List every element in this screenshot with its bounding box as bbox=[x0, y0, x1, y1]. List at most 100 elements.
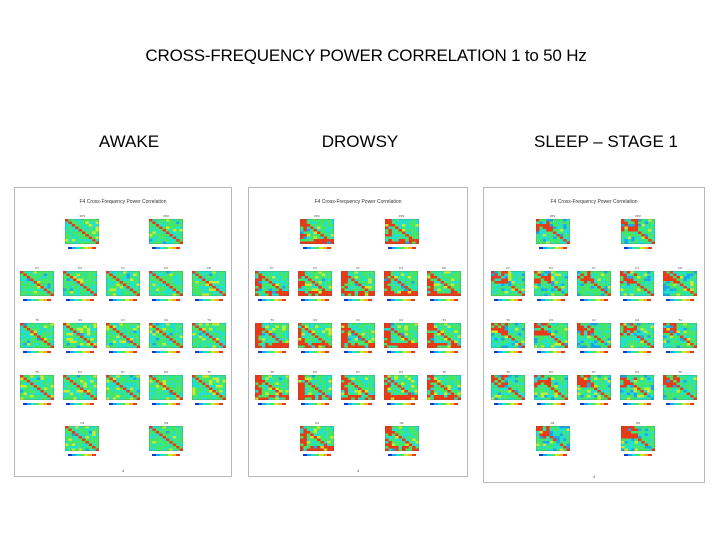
heatmap-cell bbox=[212, 293, 216, 296]
heatmap-cell bbox=[554, 273, 558, 277]
heatmap-cell bbox=[126, 330, 130, 334]
heatmap-cell bbox=[401, 241, 406, 244]
heatmap-cell bbox=[651, 234, 655, 237]
heatmap-cell bbox=[258, 278, 262, 282]
heatmap-cell bbox=[272, 281, 276, 284]
heatmap-cell bbox=[169, 239, 174, 242]
heatmap-cell bbox=[255, 397, 259, 400]
correlation-heatmap bbox=[255, 323, 289, 348]
heatmap-cell bbox=[384, 323, 388, 326]
heatmap-cell bbox=[116, 338, 120, 341]
heatmap-cell bbox=[686, 276, 691, 279]
heatmap-cell bbox=[547, 286, 552, 289]
heatmap-cell bbox=[268, 345, 273, 348]
heatmap-cell bbox=[261, 340, 266, 344]
heatmap-cell bbox=[159, 330, 163, 334]
colorbar-swatch bbox=[203, 351, 208, 353]
heatmap-cell bbox=[306, 438, 311, 442]
heatmap-cell bbox=[261, 382, 266, 386]
heatmap-cell bbox=[106, 390, 110, 393]
heatmap-cell bbox=[415, 431, 419, 434]
heatmap-cell bbox=[65, 234, 69, 237]
heatmap-cell bbox=[328, 340, 332, 344]
colorbar-swatch bbox=[498, 299, 503, 301]
heatmap-cell bbox=[69, 333, 74, 336]
heatmap-cell bbox=[68, 224, 73, 227]
heatmap-cell bbox=[323, 436, 328, 439]
heatmap-cell bbox=[643, 281, 648, 284]
heatmap-cell bbox=[215, 286, 220, 289]
heatmap-cell bbox=[620, 281, 624, 284]
heatmap-cell bbox=[282, 323, 286, 326]
heatmap-cell bbox=[454, 382, 458, 386]
heatmap-cell bbox=[391, 236, 395, 240]
heatmap-cell bbox=[195, 325, 199, 329]
heatmap-cell bbox=[268, 291, 273, 294]
heatmap-cell bbox=[129, 375, 134, 378]
heatmap-cell bbox=[311, 288, 316, 292]
heatmap-cell bbox=[222, 278, 226, 282]
heatmap-cell bbox=[440, 330, 445, 334]
heatmap-cell bbox=[86, 323, 91, 326]
heatmap-cell bbox=[583, 273, 588, 277]
heatmap-cell bbox=[444, 283, 448, 287]
heatmap-cell bbox=[351, 340, 355, 344]
heatmap-cell bbox=[268, 390, 273, 393]
heatmap-cell bbox=[310, 226, 314, 230]
heatmap-cell bbox=[69, 387, 74, 391]
heatmap-cell bbox=[26, 375, 31, 378]
heatmap-cell bbox=[437, 335, 441, 339]
heatmap-cell bbox=[325, 387, 329, 391]
heatmap-cell bbox=[301, 395, 305, 398]
heatmap-cell bbox=[504, 291, 509, 294]
heatmap-cell bbox=[414, 385, 418, 388]
heatmap-cell bbox=[325, 375, 329, 378]
heatmap-cell bbox=[37, 335, 41, 339]
heatmap-cell bbox=[430, 333, 434, 336]
colorbar-swatch bbox=[348, 299, 353, 301]
heatmap-cell bbox=[123, 340, 127, 344]
heatmap-cell bbox=[43, 333, 48, 336]
heatmap-cell bbox=[63, 325, 67, 329]
heatmap-cell bbox=[391, 239, 395, 242]
heatmap-cell bbox=[561, 283, 565, 287]
heatmap-cell bbox=[315, 375, 319, 378]
heatmap-cell bbox=[166, 385, 170, 388]
heatmap-cell bbox=[86, 325, 91, 329]
heatmap-cell bbox=[306, 224, 311, 227]
heatmap-cell bbox=[555, 221, 560, 225]
heatmap-cell bbox=[159, 224, 163, 227]
heatmap-cell bbox=[361, 281, 365, 284]
heatmap-cell bbox=[285, 397, 289, 400]
heatmap-cell bbox=[85, 431, 90, 434]
heatmap-cell bbox=[85, 436, 90, 439]
heatmap-cell bbox=[37, 338, 41, 341]
heatmap-cell bbox=[169, 293, 173, 296]
heatmap-cell bbox=[169, 375, 173, 378]
heatmap-cell bbox=[149, 224, 153, 227]
heatmap-cell bbox=[172, 239, 177, 242]
heatmap-cell bbox=[643, 283, 648, 287]
heatmap-cell bbox=[501, 286, 505, 289]
heatmap-cell bbox=[440, 283, 445, 287]
heatmap-cell bbox=[562, 234, 567, 237]
heatmap-cell bbox=[195, 333, 199, 336]
heatmap-cell bbox=[278, 377, 283, 381]
colorbar-swatch bbox=[121, 351, 126, 353]
heatmap-cell bbox=[411, 375, 415, 378]
heatmap-cell bbox=[364, 343, 369, 346]
heatmap-cell bbox=[390, 375, 395, 378]
heatmap-cell bbox=[430, 330, 434, 334]
heatmap-cell bbox=[149, 286, 153, 289]
heatmap-cell bbox=[298, 288, 302, 292]
heatmap-cell bbox=[261, 330, 266, 334]
heatmap-cell bbox=[387, 382, 391, 386]
heatmap-cell bbox=[43, 377, 48, 381]
heatmap-cell bbox=[644, 231, 649, 235]
heatmap-cell bbox=[347, 340, 352, 344]
heatmap-cell bbox=[23, 283, 27, 287]
heatmap-cell bbox=[310, 436, 314, 439]
heatmap-cell bbox=[205, 293, 210, 296]
heatmap-cell bbox=[40, 288, 44, 292]
heatmap-cell bbox=[136, 382, 140, 386]
